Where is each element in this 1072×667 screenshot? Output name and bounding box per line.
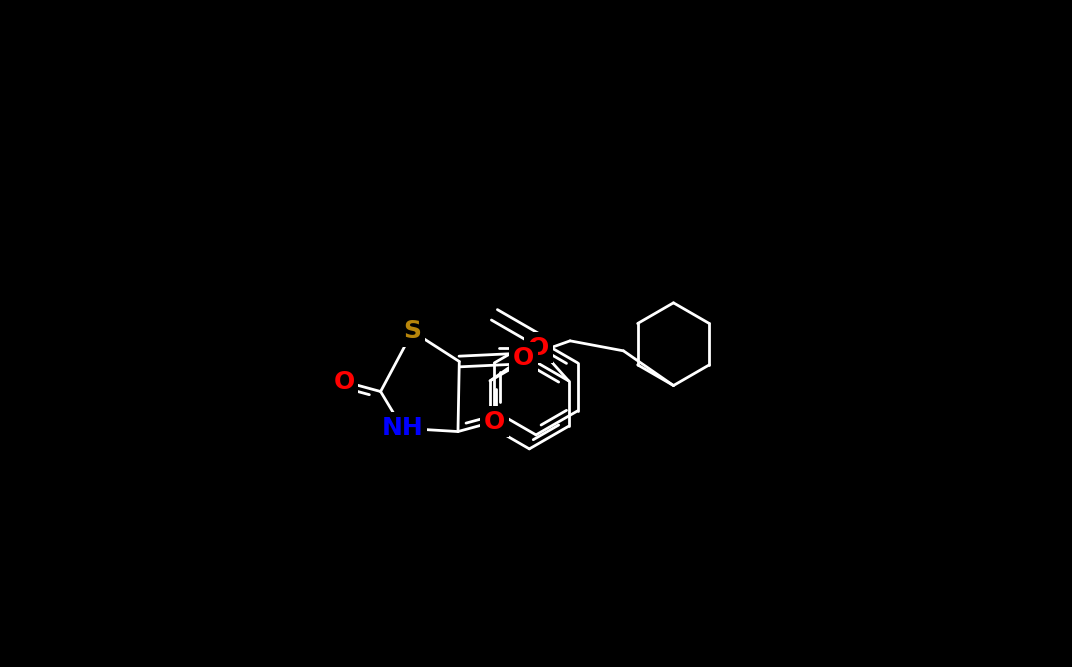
Text: O: O xyxy=(333,370,355,394)
Text: O: O xyxy=(485,410,505,434)
Text: O: O xyxy=(512,346,534,370)
Text: NH: NH xyxy=(382,416,423,440)
Text: O: O xyxy=(528,336,549,360)
Text: S: S xyxy=(403,319,421,344)
